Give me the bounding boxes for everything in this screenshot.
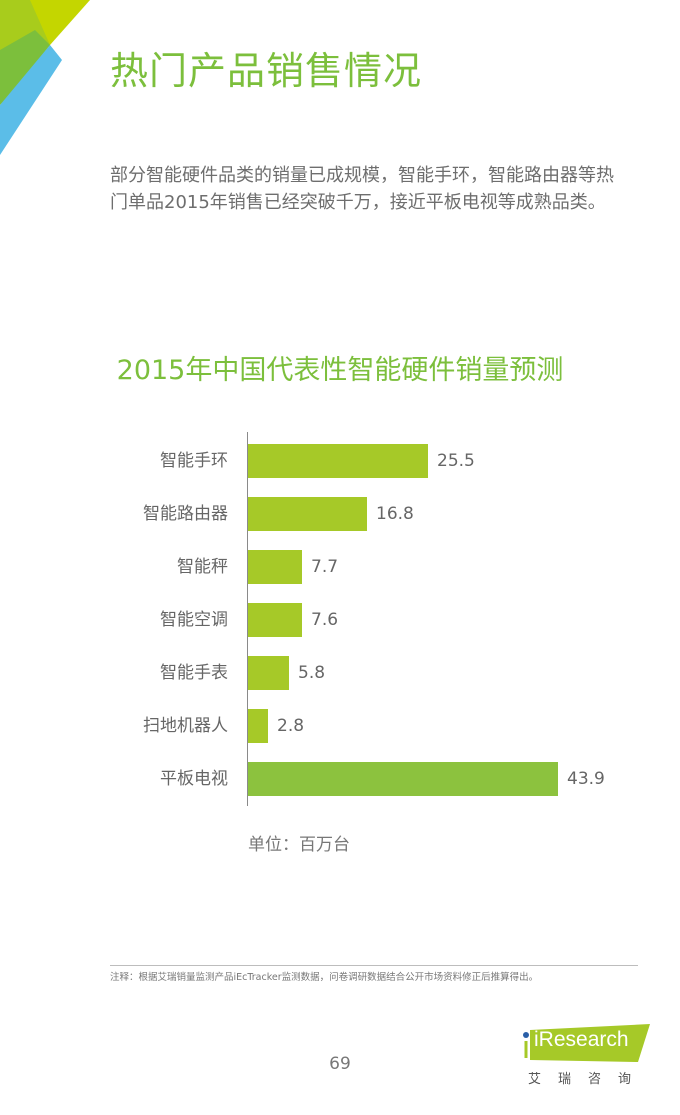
value-label: 7.6 [311, 610, 339, 630]
category-label: 智能手表 [160, 663, 228, 683]
logo-chinese: 艾瑞咨询 [528, 1072, 649, 1087]
bar [248, 550, 302, 584]
value-label: 43.9 [567, 769, 605, 789]
footnote: 注释：根据艾瑞销量监测产品iEcTracker监测数据，问卷调研数据结合公开市场… [110, 972, 539, 983]
iresearch-logo: iResearch 艾瑞咨询 [522, 1022, 652, 1092]
category-label: 智能路由器 [143, 504, 228, 524]
bar [248, 709, 268, 743]
value-label: 25.5 [437, 451, 475, 471]
value-label: 2.8 [277, 716, 305, 736]
bar [248, 603, 302, 637]
value-label: 16.8 [376, 504, 414, 524]
bar [248, 762, 558, 796]
page-title: 热门产品销售情况 [110, 49, 423, 93]
bar-row: 扫地机器人 2.8 [0, 709, 680, 743]
bar-row: 智能空调 7.6 [0, 603, 680, 637]
divider [110, 965, 638, 966]
bar-row: 平板电视 43.9 [0, 762, 680, 796]
bar [248, 497, 367, 531]
bar-row: 智能路由器 16.8 [0, 497, 680, 531]
category-label: 智能空调 [160, 610, 228, 630]
category-label: 智能秤 [177, 557, 228, 577]
bar [248, 444, 428, 478]
bar-row: 智能手表 5.8 [0, 656, 680, 690]
logo-badge-icon [523, 1024, 650, 1062]
category-label: 智能手环 [160, 451, 228, 471]
category-label: 扫地机器人 [143, 716, 228, 736]
unit-label: 单位：百万台 [248, 835, 350, 855]
bar [248, 656, 289, 690]
bar-chart: 智能手环 25.5 智能路由器 16.8 智能秤 7.7 智能空调 7.6 智能手表 5.8 扫地机… [0, 430, 680, 810]
corner-decoration [0, 0, 90, 155]
y-axis-line [247, 432, 248, 806]
bar-row: 智能秤 7.7 [0, 550, 680, 584]
category-label: 平板电视 [160, 769, 228, 789]
intro-paragraph: 部分智能硬件品类的销量已成规模，智能手环，智能路由器等热门单品2015年销售已经… [110, 165, 614, 213]
logo-text: iResearch [534, 1028, 629, 1051]
chart-title: 2015年中国代表性智能硬件销量预测 [116, 355, 564, 386]
value-label: 5.8 [298, 663, 326, 683]
page-number: 69 [329, 1054, 351, 1074]
value-label: 7.7 [311, 557, 339, 577]
bar-row: 智能手环 25.5 [0, 444, 680, 478]
